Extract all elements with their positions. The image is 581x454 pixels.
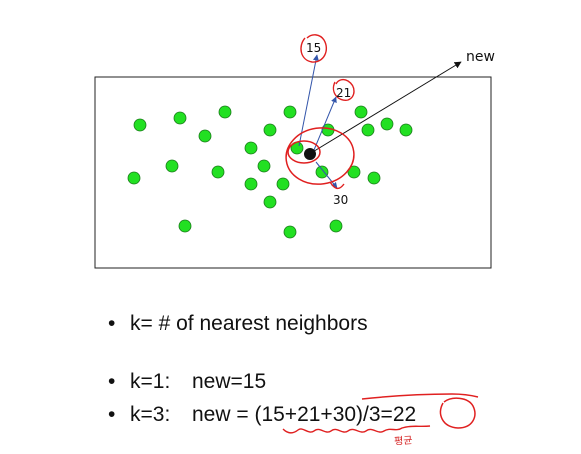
bullet-k3: • k=3: new = (15+21+30)/3=22 bbox=[108, 403, 416, 427]
result-circle bbox=[439, 397, 476, 429]
training-point bbox=[283, 225, 297, 239]
k1-label: k=1: bbox=[130, 370, 171, 393]
training-point bbox=[283, 105, 297, 119]
label-15-circle bbox=[300, 34, 328, 63]
arrow-to-15 bbox=[298, 54, 319, 147]
training-point bbox=[399, 123, 413, 137]
training-point bbox=[361, 123, 375, 137]
handwritten-note: 평균 bbox=[393, 435, 413, 448]
k3-label: k=3: bbox=[130, 403, 171, 426]
definition-text: k= # of nearest neighbors bbox=[130, 312, 368, 335]
bullet-definition: • k= # of nearest neighbors bbox=[108, 312, 368, 336]
bullet-k1: • k=1: new=15 bbox=[108, 370, 266, 394]
bullet-dot: • bbox=[108, 370, 116, 393]
query-point bbox=[304, 148, 316, 160]
arrow-to-new-label bbox=[310, 61, 462, 154]
training-point bbox=[244, 141, 258, 155]
training-point bbox=[244, 177, 258, 191]
label-21-circle bbox=[332, 78, 355, 101]
training-point bbox=[380, 117, 394, 131]
training-point bbox=[315, 165, 329, 179]
training-point bbox=[263, 123, 277, 137]
training-point bbox=[263, 195, 277, 209]
formula-underline bbox=[282, 425, 431, 434]
bullet-dot: • bbox=[108, 403, 116, 426]
arrow-to-30 bbox=[315, 161, 338, 189]
new-label: new bbox=[466, 49, 495, 65]
k3-neighbor-circle bbox=[285, 127, 355, 185]
training-point bbox=[367, 171, 381, 185]
neighbor-label-30: 30 bbox=[333, 193, 348, 207]
training-point bbox=[354, 105, 368, 119]
formula-overline bbox=[361, 393, 479, 400]
training-point bbox=[257, 159, 271, 173]
training-point bbox=[198, 129, 212, 143]
k3-result: new = (15+21+30)/3=22 bbox=[192, 403, 417, 426]
knn-diagram: new 15 21 30 bbox=[94, 34, 495, 269]
k1-result: new=15 bbox=[192, 370, 267, 393]
training-point bbox=[329, 219, 343, 233]
training-point bbox=[276, 177, 290, 191]
k1-neighbor-circle bbox=[287, 140, 321, 164]
formula-annotations bbox=[282, 393, 479, 434]
training-points bbox=[127, 105, 413, 239]
training-point bbox=[127, 171, 141, 185]
bullet-dot: • bbox=[108, 312, 116, 335]
label-30-tick bbox=[329, 181, 345, 190]
neighbor-label-21: 21 bbox=[336, 86, 351, 100]
training-point bbox=[173, 111, 187, 125]
training-point bbox=[178, 219, 192, 233]
training-point bbox=[165, 159, 179, 173]
training-point bbox=[347, 165, 361, 179]
arrow-to-21 bbox=[313, 96, 337, 151]
training-point bbox=[218, 105, 232, 119]
training-point bbox=[211, 165, 225, 179]
neighbor-label-15: 15 bbox=[306, 41, 321, 55]
feature-space-box bbox=[94, 76, 492, 269]
training-point bbox=[133, 118, 147, 132]
